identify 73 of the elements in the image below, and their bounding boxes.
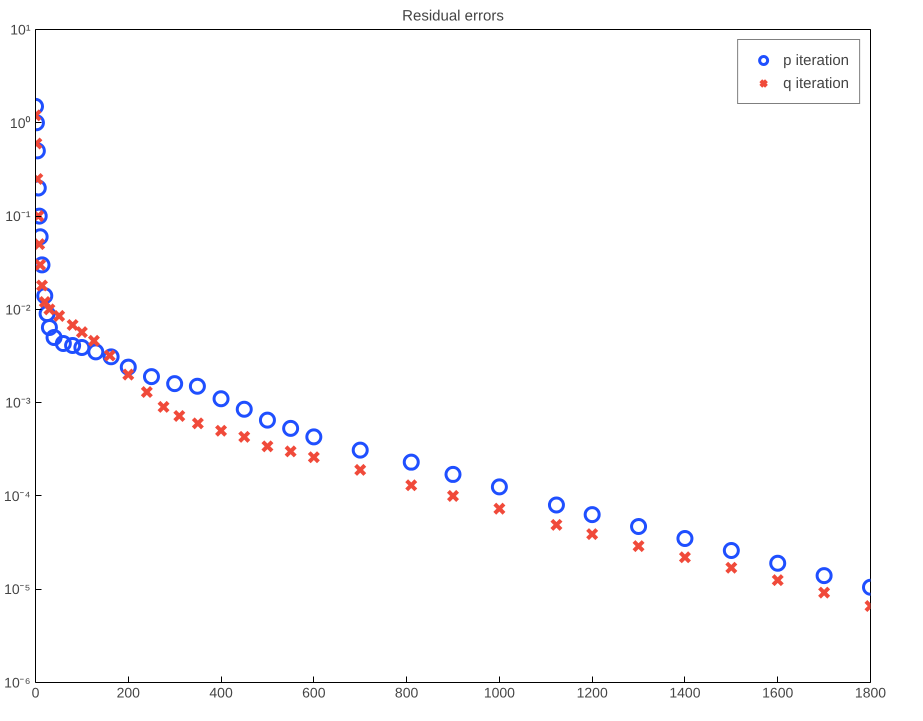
x-tick-label: 1800 bbox=[854, 684, 886, 700]
point bbox=[258, 412, 276, 429]
point bbox=[404, 478, 418, 492]
y-tick-label: 10⁰ bbox=[10, 114, 31, 131]
point bbox=[142, 368, 160, 386]
x-tick-label: 600 bbox=[302, 684, 326, 700]
point bbox=[550, 518, 564, 532]
x-tick-label: 1400 bbox=[669, 684, 701, 700]
point bbox=[282, 420, 300, 437]
point bbox=[490, 478, 508, 496]
point bbox=[632, 539, 646, 553]
x-tick-label: 200 bbox=[116, 684, 140, 700]
point bbox=[212, 390, 230, 408]
point bbox=[548, 496, 565, 514]
point bbox=[305, 428, 322, 446]
point bbox=[769, 554, 786, 572]
point bbox=[584, 506, 601, 524]
point bbox=[214, 424, 228, 438]
point bbox=[352, 442, 369, 459]
legend-label: q iteration bbox=[783, 74, 849, 92]
point bbox=[818, 586, 831, 600]
legend-label: p iteration bbox=[783, 52, 849, 68]
point bbox=[36, 278, 49, 292]
point bbox=[156, 400, 170, 414]
x-tick-label: 800 bbox=[394, 684, 419, 700]
point bbox=[52, 309, 66, 323]
point bbox=[191, 416, 204, 430]
point bbox=[678, 550, 692, 564]
point bbox=[87, 343, 104, 360]
y-tick-label: 10⁻⁶ bbox=[4, 674, 31, 690]
point bbox=[166, 375, 184, 392]
point bbox=[307, 450, 320, 464]
y-tick-label: 10⁻³ bbox=[5, 394, 31, 411]
point bbox=[284, 444, 298, 458]
point bbox=[446, 489, 460, 503]
chart-title: Residual errors bbox=[402, 8, 504, 24]
point bbox=[260, 440, 274, 453]
point bbox=[172, 409, 186, 423]
y-tick-label: 10⁻² bbox=[5, 301, 31, 318]
x-tick-label: 1600 bbox=[762, 684, 794, 700]
x-tick-label: 400 bbox=[209, 684, 233, 700]
point bbox=[236, 400, 253, 418]
point bbox=[492, 502, 506, 516]
y-tick-label: 10⁻¹ bbox=[5, 208, 31, 224]
point bbox=[816, 567, 833, 584]
x-tick-label: 0 bbox=[32, 684, 40, 700]
point bbox=[66, 318, 80, 332]
point bbox=[64, 336, 82, 354]
point bbox=[771, 574, 784, 587]
point bbox=[722, 542, 740, 559]
x-tick-label: 1000 bbox=[484, 684, 516, 700]
point bbox=[676, 530, 694, 547]
point bbox=[444, 466, 462, 483]
x-tick-label: 1200 bbox=[576, 684, 608, 700]
point bbox=[42, 302, 56, 316]
point bbox=[140, 385, 154, 399]
point bbox=[402, 454, 420, 471]
y-tick-label: 10⁻⁵ bbox=[4, 581, 31, 598]
point bbox=[586, 527, 599, 541]
y-tick-label: 10⁻⁴ bbox=[4, 488, 31, 504]
point bbox=[630, 518, 648, 536]
point bbox=[40, 318, 58, 336]
point bbox=[354, 463, 367, 477]
point bbox=[188, 378, 206, 395]
point bbox=[75, 326, 88, 339]
y-tick-label: 10¹ bbox=[10, 22, 31, 38]
point bbox=[87, 334, 101, 348]
point bbox=[54, 335, 72, 352]
point bbox=[724, 561, 738, 574]
point bbox=[122, 368, 135, 382]
point bbox=[73, 339, 90, 356]
point bbox=[238, 430, 251, 444]
point bbox=[46, 328, 63, 346]
